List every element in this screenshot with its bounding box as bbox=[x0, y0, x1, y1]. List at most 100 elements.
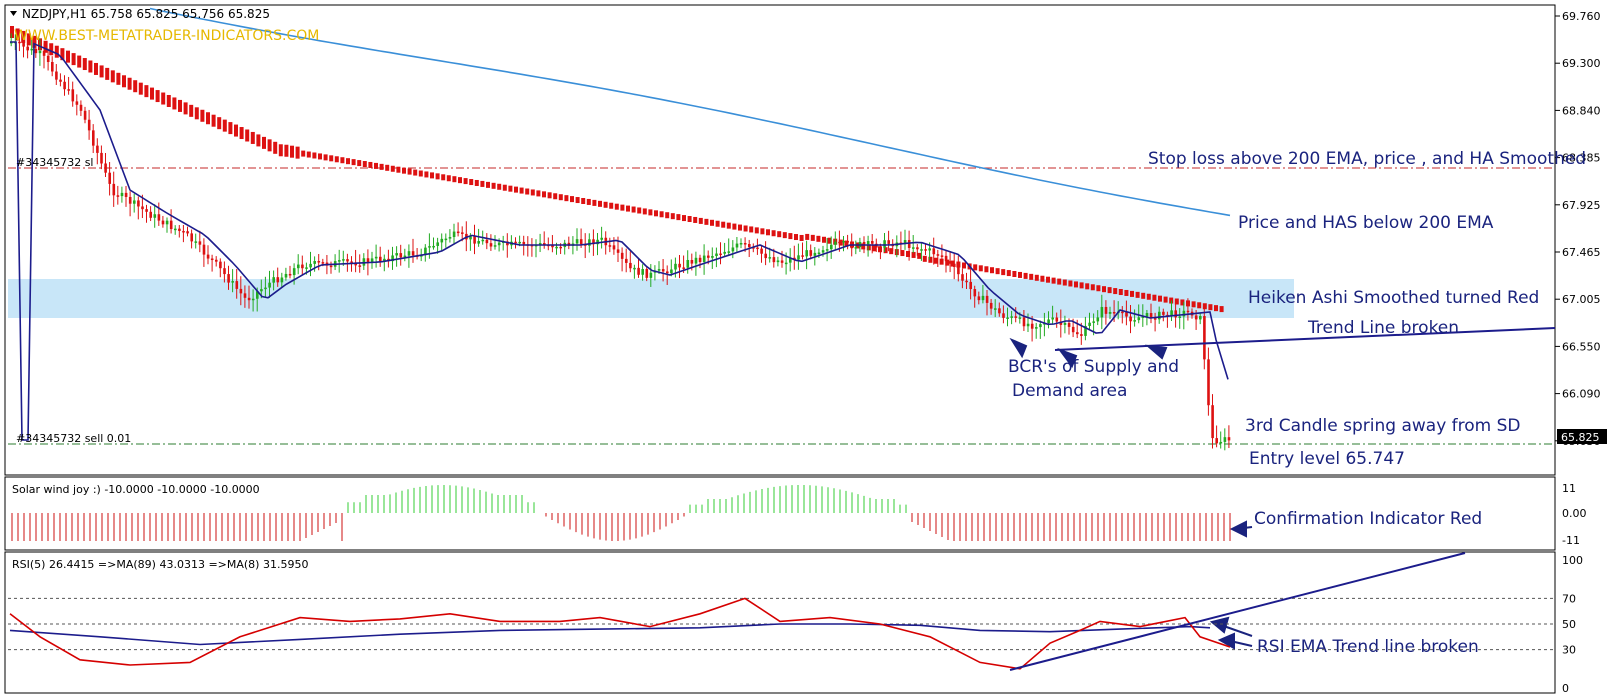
arrow-icon bbox=[1217, 632, 1235, 650]
ha-block bbox=[390, 165, 395, 172]
watermark: WWW.BEST-METATRADER-INDICATORS.COM bbox=[14, 28, 319, 44]
ha-block bbox=[1174, 298, 1179, 305]
ha-block bbox=[1012, 271, 1017, 278]
ha-block bbox=[822, 236, 826, 243]
ha-block bbox=[441, 174, 446, 181]
current-price-box bbox=[1557, 429, 1607, 444]
candle-body bbox=[645, 268, 649, 278]
candle-body bbox=[1170, 310, 1173, 316]
candle-body bbox=[928, 248, 931, 251]
candle-body bbox=[198, 241, 202, 245]
candle-body bbox=[383, 258, 386, 262]
ha-block bbox=[978, 265, 983, 272]
ha-block bbox=[110, 70, 115, 83]
ha-block bbox=[26, 33, 31, 46]
candle-body bbox=[1125, 311, 1128, 317]
ha-block bbox=[603, 201, 608, 208]
arrow-icon bbox=[1144, 344, 1168, 360]
ha-block bbox=[575, 197, 580, 204]
candle-body bbox=[38, 50, 42, 54]
candle-body bbox=[739, 243, 743, 245]
order-label-bottom: #34345732 sell 0.01 bbox=[16, 432, 131, 445]
ha-block bbox=[413, 169, 418, 176]
candle-body bbox=[924, 249, 927, 251]
candle-body bbox=[297, 264, 300, 269]
rsi-tick-label: 70 bbox=[1562, 592, 1576, 605]
ha-block bbox=[950, 260, 955, 267]
price-tick-label: 69.760 bbox=[1562, 10, 1601, 23]
ha-block bbox=[60, 48, 65, 61]
ha-block bbox=[301, 150, 306, 157]
candle-body bbox=[641, 268, 644, 275]
ha-block bbox=[906, 250, 910, 257]
candle-body bbox=[1112, 312, 1116, 314]
candle-body bbox=[288, 273, 292, 276]
candle-body bbox=[112, 183, 116, 196]
ha-block bbox=[374, 162, 378, 169]
ha-block bbox=[508, 185, 513, 192]
candle-body bbox=[620, 252, 624, 259]
ha-block bbox=[497, 183, 502, 190]
ha-block bbox=[1085, 283, 1090, 290]
candle-body bbox=[830, 244, 833, 250]
candle-body bbox=[178, 228, 181, 231]
rsi-panel[interactable] bbox=[4, 551, 1556, 694]
ha-block bbox=[917, 252, 922, 259]
ha-block bbox=[1180, 299, 1185, 306]
ha-block bbox=[542, 191, 546, 198]
ha-block bbox=[1046, 276, 1050, 283]
candle-body bbox=[30, 48, 34, 51]
candle-body bbox=[243, 293, 247, 298]
candle-body bbox=[1211, 405, 1214, 439]
candle-body bbox=[1026, 323, 1030, 327]
ha-block bbox=[194, 107, 199, 120]
candle-body bbox=[133, 200, 136, 204]
ha-block bbox=[278, 144, 283, 157]
candle-body bbox=[575, 239, 579, 244]
candle-body bbox=[391, 255, 394, 262]
dropdown-triangle-icon[interactable] bbox=[10, 11, 17, 16]
ha-block bbox=[766, 229, 770, 236]
candle-body bbox=[1010, 316, 1013, 318]
ha-block bbox=[614, 203, 619, 210]
rsi-axis: 100 70 50 30 0 bbox=[1562, 554, 1583, 695]
ha-block bbox=[782, 232, 787, 239]
ha-block bbox=[66, 50, 70, 63]
candle-body bbox=[92, 130, 95, 146]
ha-block bbox=[396, 166, 401, 173]
candle-body bbox=[518, 241, 521, 244]
ha-block bbox=[995, 268, 1000, 275]
ha-block bbox=[922, 255, 927, 262]
candle-body bbox=[936, 254, 940, 256]
ha-block bbox=[351, 159, 356, 166]
ha-block bbox=[273, 141, 278, 154]
candle-body bbox=[1137, 317, 1141, 321]
price-tick-label: 66.090 bbox=[1562, 388, 1601, 401]
ha-block bbox=[435, 173, 440, 180]
ha-block bbox=[962, 262, 966, 269]
candle-body bbox=[268, 282, 271, 288]
price-panel[interactable] bbox=[4, 4, 1556, 476]
ha-block bbox=[710, 219, 714, 226]
ha-block bbox=[648, 209, 653, 216]
ha-block bbox=[872, 245, 877, 252]
candle-body bbox=[329, 265, 333, 268]
candle-body bbox=[190, 233, 193, 242]
ha-block bbox=[637, 207, 642, 214]
candle-body bbox=[756, 247, 759, 250]
ha-block bbox=[178, 99, 182, 112]
ha-block bbox=[1079, 282, 1084, 289]
candle-body bbox=[813, 252, 817, 256]
rsi-tick-label: 100 bbox=[1562, 554, 1583, 567]
solar-tick-label: 0.00 bbox=[1562, 507, 1587, 520]
candle-body bbox=[18, 41, 21, 44]
candle-body bbox=[1002, 313, 1005, 318]
ha-block bbox=[1214, 305, 1218, 312]
candle-body bbox=[953, 263, 956, 267]
candle-body bbox=[780, 260, 784, 263]
candle-body bbox=[120, 192, 124, 197]
ha-block bbox=[799, 234, 804, 241]
ha-block bbox=[116, 72, 121, 85]
ha-block bbox=[71, 53, 76, 66]
